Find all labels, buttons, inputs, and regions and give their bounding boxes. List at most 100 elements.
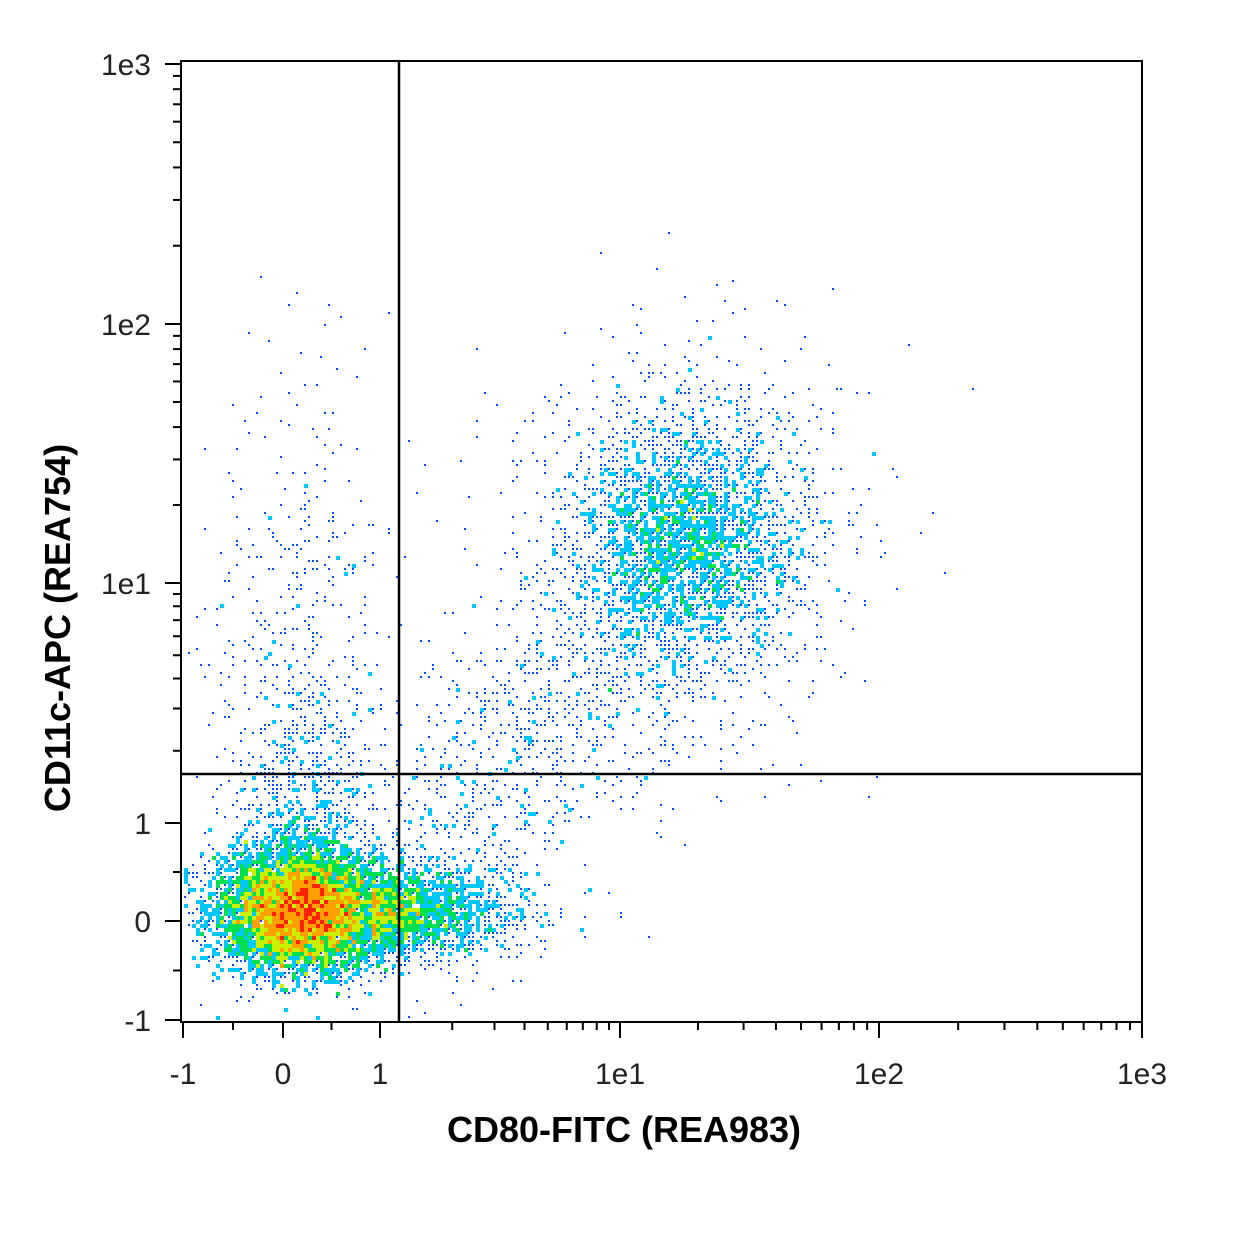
event-dot (328, 664, 330, 666)
event-dot (296, 692, 300, 696)
event-dot (276, 892, 280, 896)
event-dot (244, 848, 248, 852)
event-dot (352, 656, 354, 658)
event-dot (280, 948, 284, 952)
event-dot (312, 940, 316, 944)
event-dot (436, 928, 440, 932)
event-dot (640, 684, 642, 686)
event-dot (336, 536, 338, 538)
event-dot (392, 924, 396, 928)
event-dot (412, 940, 416, 944)
event-dot (492, 932, 494, 934)
event-dot (708, 464, 710, 466)
event-dot (260, 896, 264, 900)
event-dot (340, 952, 344, 956)
event-dot (740, 528, 744, 532)
event-dot (212, 908, 216, 912)
event-dot (252, 864, 254, 866)
event-dot (280, 908, 284, 912)
event-dot (608, 892, 610, 894)
event-dot (316, 644, 318, 646)
event-dot (616, 472, 618, 474)
event-dot (324, 808, 326, 810)
event-dot (668, 544, 672, 548)
event-dot (304, 620, 306, 622)
event-dot (320, 936, 324, 940)
event-dot (320, 948, 324, 952)
event-dot (376, 944, 380, 948)
event-dot (612, 684, 614, 686)
event-dot (620, 508, 624, 512)
event-dot (712, 504, 716, 508)
event-dot (388, 920, 392, 924)
event-dot (320, 904, 324, 908)
event-dot (400, 804, 402, 806)
event-dot (360, 760, 362, 762)
event-dot (192, 940, 194, 942)
event-dot (516, 728, 518, 730)
event-dot (500, 860, 502, 862)
event-dot (232, 852, 236, 856)
event-dot (612, 736, 614, 738)
event-dot (268, 652, 272, 656)
event-dot (768, 560, 770, 562)
event-dot (328, 916, 332, 920)
event-dot (428, 944, 430, 946)
event-dot (320, 764, 322, 766)
event-dot (464, 956, 466, 958)
event-dot (436, 780, 438, 782)
event-dot (376, 940, 378, 942)
event-dot (668, 520, 670, 522)
event-dot (468, 868, 472, 872)
event-dot (272, 740, 276, 744)
event-dot (740, 648, 742, 650)
event-dot (620, 520, 624, 524)
event-dot (312, 832, 316, 836)
event-dot (712, 588, 716, 592)
event-dot (452, 888, 456, 892)
event-dot (284, 732, 286, 734)
event-dot (292, 740, 294, 742)
event-dot (572, 724, 574, 726)
event-dot (516, 696, 518, 698)
event-dot (256, 860, 260, 864)
event-dot (336, 900, 340, 904)
event-dot (340, 792, 342, 794)
event-dot (388, 896, 392, 900)
event-dot (716, 592, 720, 596)
event-dot (360, 900, 364, 904)
event-dot (808, 484, 810, 486)
event-dot (356, 884, 360, 888)
event-dot (524, 576, 528, 580)
event-dot (728, 596, 732, 600)
event-dot (280, 920, 284, 924)
event-dot (352, 892, 356, 896)
event-dot (784, 576, 786, 578)
event-dot (540, 724, 542, 726)
event-dot (360, 872, 364, 876)
event-dot (344, 876, 348, 880)
event-dot (764, 576, 766, 578)
event-dot (764, 608, 766, 610)
event-dot (696, 364, 698, 366)
event-dot (300, 904, 304, 908)
event-dot (416, 940, 420, 944)
event-dot (352, 968, 354, 970)
event-dot (500, 908, 502, 910)
event-dot (696, 592, 698, 594)
event-dot (212, 848, 214, 850)
event-dot (496, 744, 498, 746)
event-dot (604, 780, 606, 782)
event-dot (652, 576, 654, 578)
event-dot (712, 692, 714, 694)
event-dot (724, 388, 726, 390)
event-dot (252, 804, 254, 806)
event-dot (496, 712, 498, 714)
event-dot (656, 544, 660, 548)
event-dot (288, 940, 292, 944)
event-dot (392, 948, 396, 952)
event-dot (664, 460, 666, 462)
event-dot (432, 668, 434, 670)
event-dot (608, 704, 610, 706)
event-dot (688, 484, 692, 488)
